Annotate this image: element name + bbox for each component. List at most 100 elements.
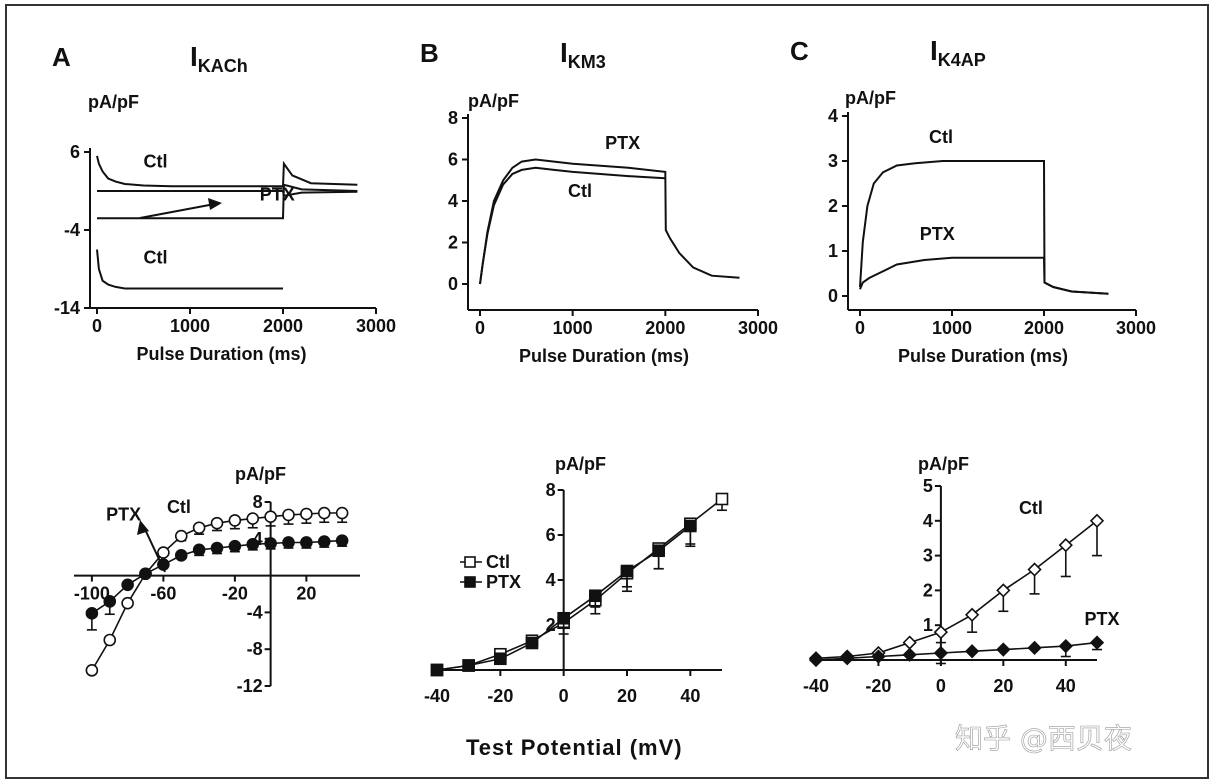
x-tick-label: -40 — [424, 686, 450, 706]
x-tick-label: 3000 — [738, 318, 778, 338]
legend-label-ctl: Ctl — [486, 552, 510, 572]
data-point-ctl — [335, 506, 349, 520]
data-point-ptx — [525, 636, 539, 650]
data-point-ptx — [210, 541, 224, 555]
series-line-ctl — [436, 498, 723, 671]
y-tick-label: -8 — [247, 639, 263, 659]
series-line-ctl — [815, 520, 1098, 660]
data-point-ptx — [1089, 635, 1105, 650]
y-tick-label: 0 — [448, 274, 458, 294]
x-tick-label: 20 — [296, 584, 316, 604]
data-point-ptx — [652, 544, 665, 558]
ptx-arrow-line — [142, 524, 166, 573]
x-tick-label: -40 — [803, 676, 829, 696]
annotation-label-ctl: Ctl — [1019, 498, 1043, 518]
ptx-arrow-line — [139, 202, 221, 219]
chart-a-top-current-trace: 6 -4 -14 0 1000 2000 3000 Pulse Duration (ms) pA… — [54, 92, 396, 364]
data-point-ctl — [300, 507, 313, 521]
data-point-ctl — [264, 510, 277, 524]
annotation-label-ctl: Ctl — [929, 127, 953, 147]
y-axis-title: pA/pF — [88, 92, 139, 112]
ptx-arrow-head — [137, 520, 149, 535]
y-tick-label: 4 — [546, 570, 556, 590]
data-point-ptx — [228, 539, 242, 553]
data-point-ptx — [1058, 638, 1073, 654]
series-line-ptx-upper — [97, 190, 358, 197]
data-point-ptx — [121, 578, 134, 592]
data-point-ptx — [139, 567, 152, 581]
data-point-ctl — [174, 529, 188, 543]
y-tick-label: 4 — [923, 511, 933, 531]
data-point-ptx — [902, 647, 917, 662]
y-tick-label: 8 — [546, 480, 556, 500]
data-point-ctl — [282, 508, 295, 522]
y-tick-label: 4 — [253, 529, 263, 549]
y-tick-label: 1 — [828, 241, 838, 261]
data-point-ptx — [808, 652, 824, 668]
ptx-arrow-head — [208, 198, 222, 210]
data-point-ptx — [557, 611, 570, 625]
series-line-ptx-lower — [97, 183, 358, 220]
y-tick-label: 5 — [923, 476, 933, 496]
annotation-label-ptx: PTX — [106, 504, 141, 524]
series-line-ptx — [815, 641, 1098, 661]
data-point-ctl — [246, 512, 260, 525]
panel-label-b: B — [420, 38, 439, 68]
data-point-ctl — [715, 492, 729, 506]
title-b: IKM3 — [560, 37, 606, 72]
data-point-ptx — [282, 536, 295, 549]
data-point-ctl — [192, 521, 206, 535]
y-tick-label: 3 — [828, 151, 838, 171]
x-tick-label: 2000 — [645, 318, 685, 338]
x-axis-title: Pulse Duration (ms) — [898, 346, 1068, 366]
annotation-label-ctl: Ctl — [167, 497, 191, 517]
x-tick-label: 1000 — [553, 318, 593, 338]
y-tick-label: 6 — [546, 525, 556, 545]
x-tick-label: 0 — [936, 676, 946, 696]
series-line-ctl-lower — [96, 249, 283, 290]
x-tick-label: 0 — [92, 316, 102, 336]
legend-label-ptx: PTX — [486, 572, 521, 592]
y-tick-label: 2 — [923, 580, 933, 600]
data-point-ptx — [462, 659, 475, 672]
y-axis-title: pA/pF — [918, 454, 969, 474]
data-point-ctl — [1089, 513, 1105, 528]
annotation-label-ctl: Ctl — [568, 181, 592, 201]
data-point-ptx — [933, 645, 949, 661]
x-tick-label: -20 — [222, 584, 248, 604]
x-tick-label: 40 — [680, 686, 700, 706]
annotation-label-ptx: PTX — [920, 224, 955, 244]
annotation-label-ctl: Ctl — [144, 248, 168, 268]
data-point-ctl — [933, 625, 949, 640]
data-point-ptx — [317, 535, 331, 548]
x-tick-label: 2000 — [1024, 318, 1064, 338]
data-point-ctl — [228, 514, 242, 527]
data-point-ptx — [1027, 640, 1042, 655]
x-tick-label: 2000 — [263, 316, 303, 336]
annotation-label-ptx: PTX — [260, 184, 295, 204]
x-tick-label: 20 — [993, 676, 1013, 696]
x-tick-label: 40 — [1056, 676, 1076, 696]
y-tick-label: -4 — [64, 220, 80, 240]
data-point-ptx — [840, 651, 855, 666]
x-tick-label: -60 — [150, 584, 176, 604]
y-tick-label: -4 — [247, 602, 263, 622]
y-tick-label: 2 — [828, 196, 838, 216]
series-line-ptx — [859, 256, 1109, 295]
data-point-ctl — [85, 664, 99, 677]
data-point-ctl — [317, 506, 331, 520]
data-point-ptx — [684, 519, 697, 533]
chart-c-bottom-iv-curve: 1 2 3 4 5 -40 -20 0 20 40 pA/pF Ctl PTX — [803, 454, 1120, 696]
annotation-label-ptx: PTX — [1085, 609, 1120, 629]
y-axis-title: pA/pF — [555, 454, 606, 474]
data-point-ptx — [85, 607, 99, 620]
x-tick-label: 1000 — [932, 318, 972, 338]
y-tick-label: -12 — [237, 676, 263, 696]
data-point-ctl — [121, 596, 134, 610]
data-point-ctl — [1027, 562, 1042, 577]
y-tick-label: 4 — [828, 106, 838, 126]
title-c: IK4AP — [930, 35, 986, 70]
data-point-ctl — [157, 546, 170, 559]
data-point-ptx — [494, 652, 507, 666]
